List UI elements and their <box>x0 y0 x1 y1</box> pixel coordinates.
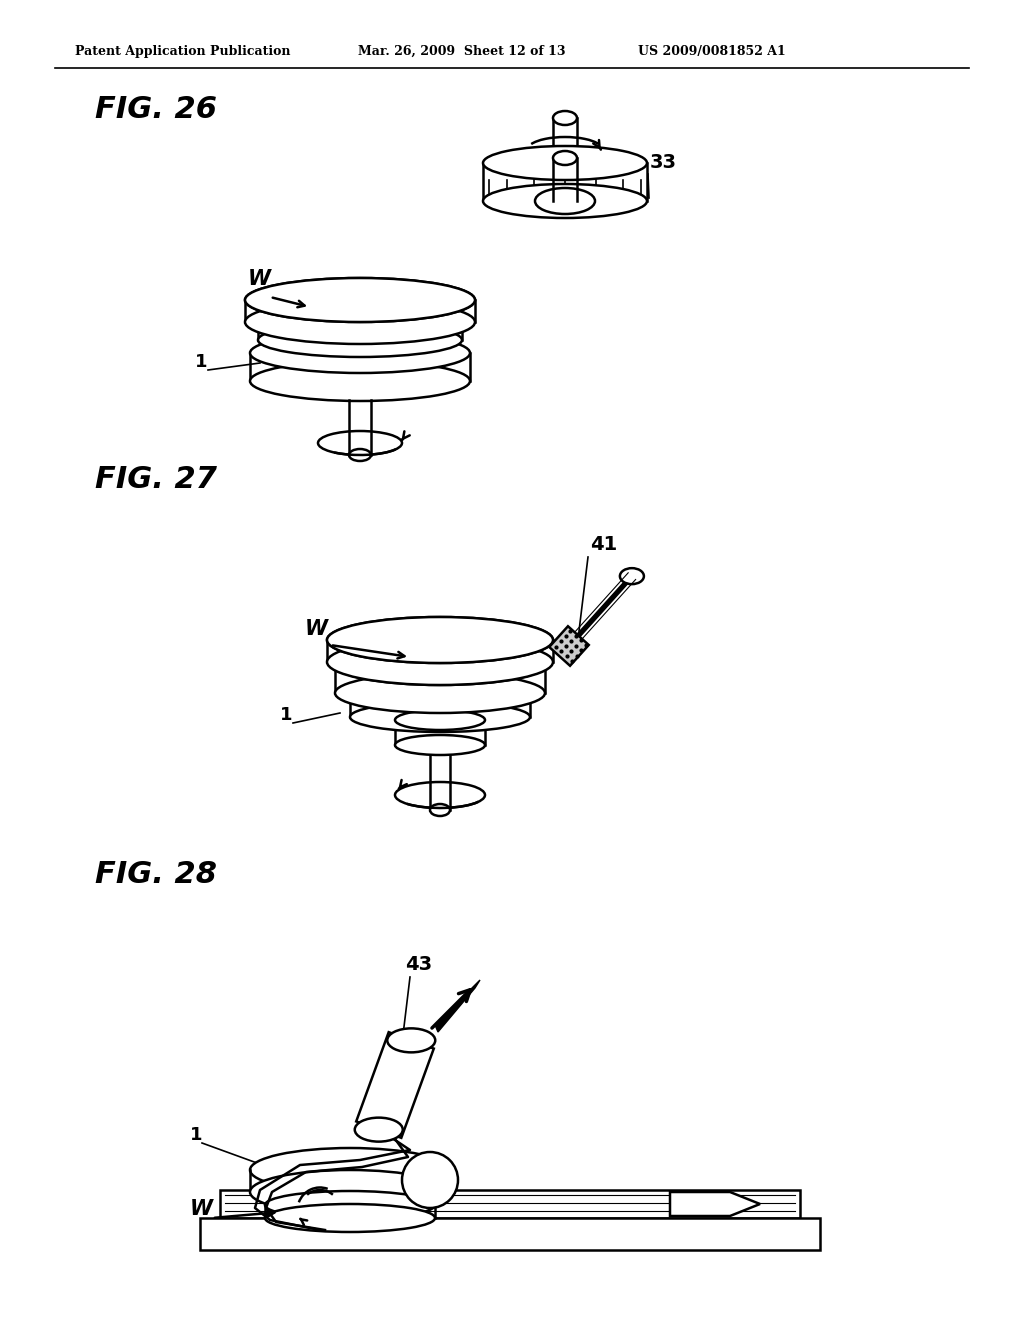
Ellipse shape <box>250 1148 450 1192</box>
Text: FIG. 28: FIG. 28 <box>95 861 217 888</box>
Ellipse shape <box>245 279 475 322</box>
Ellipse shape <box>402 1152 458 1208</box>
Bar <box>200 1218 820 1250</box>
Polygon shape <box>356 1032 434 1138</box>
Ellipse shape <box>395 710 485 730</box>
Bar <box>220 1191 800 1218</box>
Text: Patent Application Publication: Patent Application Publication <box>75 45 291 58</box>
Ellipse shape <box>335 673 545 713</box>
Text: FIG. 26: FIG. 26 <box>95 95 217 124</box>
Ellipse shape <box>395 735 485 755</box>
Ellipse shape <box>395 781 485 808</box>
Ellipse shape <box>483 183 647 218</box>
Ellipse shape <box>354 1118 402 1142</box>
Ellipse shape <box>430 804 450 816</box>
Ellipse shape <box>350 680 530 710</box>
Ellipse shape <box>350 702 530 733</box>
Ellipse shape <box>553 111 577 125</box>
Ellipse shape <box>250 1170 450 1214</box>
Text: US 2009/0081852 A1: US 2009/0081852 A1 <box>638 45 785 58</box>
Ellipse shape <box>265 1191 435 1218</box>
Text: W: W <box>190 1199 213 1218</box>
Ellipse shape <box>553 150 577 165</box>
Text: FIG. 27: FIG. 27 <box>95 465 217 494</box>
Ellipse shape <box>258 323 462 356</box>
Ellipse shape <box>258 308 462 342</box>
Polygon shape <box>670 1192 760 1216</box>
Text: 1: 1 <box>190 1126 203 1144</box>
Ellipse shape <box>318 432 402 455</box>
Ellipse shape <box>327 616 553 663</box>
Polygon shape <box>435 979 480 1032</box>
Ellipse shape <box>335 645 545 685</box>
Polygon shape <box>549 626 589 665</box>
Text: 33: 33 <box>650 153 677 172</box>
Ellipse shape <box>250 333 470 374</box>
Ellipse shape <box>483 147 647 180</box>
Text: W: W <box>248 269 271 289</box>
Text: 41: 41 <box>590 535 617 554</box>
Ellipse shape <box>535 187 595 214</box>
Text: 43: 43 <box>406 954 432 974</box>
Ellipse shape <box>245 279 475 322</box>
Text: W: W <box>305 619 328 639</box>
Ellipse shape <box>387 1028 435 1052</box>
Text: 1: 1 <box>195 352 208 371</box>
Ellipse shape <box>620 568 644 585</box>
Ellipse shape <box>349 449 371 461</box>
Ellipse shape <box>245 300 475 345</box>
Ellipse shape <box>327 616 553 663</box>
Ellipse shape <box>250 360 470 401</box>
Ellipse shape <box>265 1204 435 1232</box>
Text: 1: 1 <box>280 706 293 723</box>
Ellipse shape <box>327 639 553 685</box>
Text: Mar. 26, 2009  Sheet 12 of 13: Mar. 26, 2009 Sheet 12 of 13 <box>358 45 565 58</box>
